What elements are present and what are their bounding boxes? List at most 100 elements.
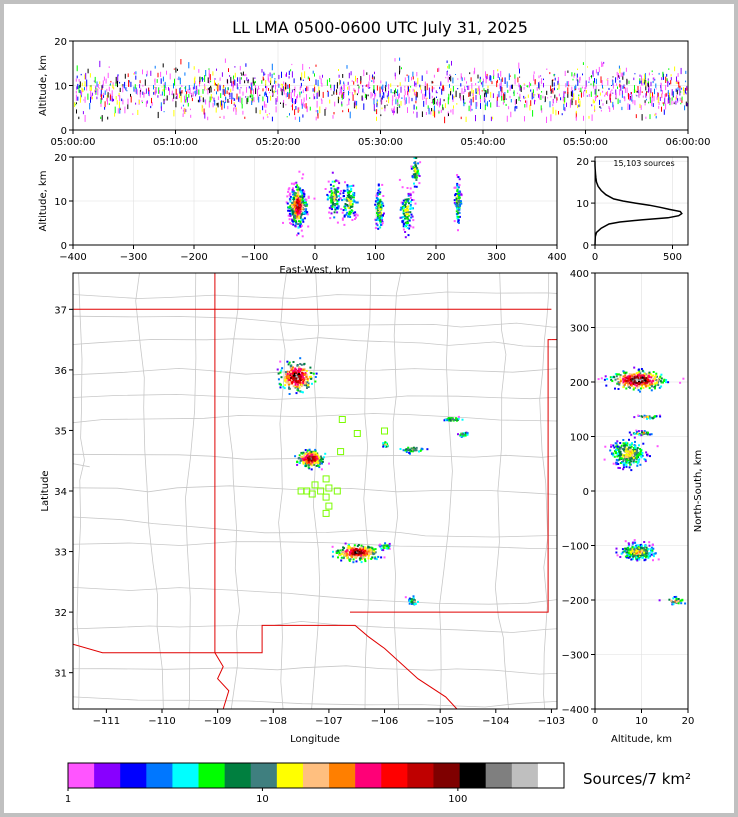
source-mark bbox=[412, 173, 415, 176]
source-mark bbox=[645, 546, 648, 549]
source-mark bbox=[519, 68, 520, 74]
source-mark bbox=[633, 381, 636, 384]
colorbar-swatch bbox=[146, 763, 173, 788]
source-mark bbox=[118, 95, 120, 97]
source-mark bbox=[266, 86, 268, 88]
source-mark bbox=[281, 88, 283, 96]
source-mark bbox=[326, 79, 328, 86]
source-mark bbox=[366, 72, 368, 75]
source-mark bbox=[432, 98, 434, 100]
source-mark bbox=[627, 547, 630, 550]
source-mark bbox=[184, 107, 186, 115]
source-mark bbox=[302, 102, 304, 107]
source-mark bbox=[279, 386, 282, 389]
source-mark bbox=[628, 443, 631, 446]
source-mark bbox=[130, 81, 132, 88]
source-mark bbox=[348, 559, 351, 562]
source-mark bbox=[456, 185, 459, 188]
source-mark bbox=[314, 376, 317, 378]
source-mark bbox=[640, 80, 642, 84]
source-mark bbox=[500, 81, 502, 88]
source-mark bbox=[638, 548, 641, 551]
source-mark bbox=[668, 100, 670, 104]
source-mark bbox=[644, 100, 646, 103]
source-mark bbox=[292, 366, 294, 369]
county-line bbox=[439, 273, 453, 709]
source-mark bbox=[641, 549, 644, 552]
source-mark bbox=[300, 212, 303, 214]
source-mark bbox=[294, 225, 297, 228]
county-line bbox=[76, 273, 85, 709]
source-mark bbox=[289, 222, 292, 224]
source-mark bbox=[358, 549, 361, 552]
source-mark bbox=[645, 98, 647, 101]
x-tick-label: −200 bbox=[180, 252, 207, 263]
source-mark bbox=[220, 100, 221, 107]
source-mark bbox=[631, 557, 634, 560]
source-mark bbox=[355, 213, 358, 216]
source-mark bbox=[144, 79, 146, 86]
source-mark bbox=[188, 85, 190, 90]
source-mark bbox=[346, 188, 349, 191]
source-mark bbox=[241, 97, 243, 105]
source-mark bbox=[377, 214, 380, 217]
source-mark bbox=[412, 596, 415, 599]
source-mark bbox=[192, 86, 194, 90]
source-mark bbox=[399, 70, 400, 75]
source-mark bbox=[529, 81, 530, 88]
source-mark bbox=[293, 202, 296, 205]
source-mark bbox=[208, 68, 210, 71]
source-mark bbox=[314, 73, 315, 77]
source-mark bbox=[84, 74, 86, 80]
source-mark bbox=[224, 100, 226, 102]
source-mark bbox=[437, 68, 439, 72]
source-mark bbox=[143, 92, 145, 98]
source-mark bbox=[508, 73, 510, 81]
source-mark bbox=[428, 107, 430, 115]
source-mark bbox=[639, 553, 642, 555]
source-mark bbox=[447, 76, 449, 83]
source-mark bbox=[388, 96, 390, 104]
source-mark bbox=[392, 110, 394, 113]
source-mark bbox=[306, 462, 308, 465]
x-tick-label: −111 bbox=[93, 716, 120, 727]
source-mark bbox=[102, 80, 104, 85]
source-mark bbox=[632, 388, 635, 391]
source-mark bbox=[628, 438, 630, 441]
source-mark bbox=[631, 541, 634, 544]
y-tick-label: 400 bbox=[570, 269, 589, 280]
source-mark bbox=[564, 70, 566, 76]
source-mark bbox=[641, 91, 643, 93]
source-mark bbox=[661, 106, 662, 112]
time-height-sources bbox=[74, 57, 688, 124]
source-mark bbox=[566, 102, 567, 107]
source-mark bbox=[574, 86, 576, 91]
source-mark bbox=[408, 602, 411, 605]
source-mark bbox=[615, 442, 618, 445]
source-mark bbox=[149, 90, 150, 97]
source-mark bbox=[513, 90, 515, 97]
source-mark bbox=[654, 387, 656, 390]
source-mark bbox=[368, 547, 371, 550]
source-mark bbox=[639, 376, 642, 379]
station-marker bbox=[381, 427, 388, 435]
source-mark bbox=[567, 87, 569, 94]
source-mark bbox=[643, 546, 646, 549]
source-mark bbox=[262, 105, 264, 111]
source-mark bbox=[410, 165, 413, 168]
source-mark bbox=[360, 561, 363, 564]
source-mark bbox=[130, 93, 131, 97]
x-tick-label: 200 bbox=[426, 252, 445, 263]
source-mark bbox=[440, 109, 442, 113]
source-mark bbox=[346, 557, 349, 560]
source-mark bbox=[638, 452, 641, 455]
source-mark bbox=[482, 81, 484, 88]
source-mark bbox=[271, 63, 273, 71]
source-mark bbox=[336, 199, 339, 202]
source-mark bbox=[645, 431, 648, 434]
source-mark bbox=[81, 90, 83, 95]
source-mark bbox=[109, 93, 111, 95]
source-mark bbox=[201, 77, 203, 80]
source-mark bbox=[679, 88, 681, 96]
source-mark bbox=[304, 382, 306, 385]
